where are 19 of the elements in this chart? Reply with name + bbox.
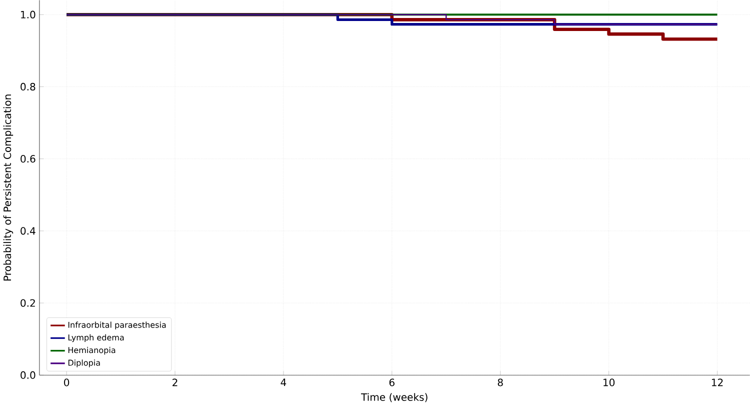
legend-label: Infraorbital paraesthesia (68, 321, 166, 330)
legend-label: Diplopia (68, 359, 100, 368)
y-axis-title: Probability of Persistent Complication (3, 94, 14, 280)
legend-label: Hemianopia (68, 346, 116, 354)
y-tick-label: 0.6 (20, 154, 36, 162)
y-tick-label: 1.0 (21, 10, 36, 18)
x-tick-label: 6 (389, 378, 394, 386)
x-axis-title: Time (weeks) (361, 392, 428, 402)
y-tick-label: 0.0 (20, 371, 36, 379)
x-tick-label: 10 (604, 378, 615, 386)
x-tick-label: 12 (712, 378, 723, 386)
x-tick-label: 4 (280, 378, 286, 386)
y-tick-label: 0.4 (20, 226, 36, 234)
y-tick-label: 0.2 (20, 298, 35, 307)
x-tick-label: 8 (498, 378, 503, 386)
x-tick-label: 2 (172, 378, 178, 386)
legend-label: Lymph edema (68, 334, 124, 342)
y-tick-label: 0.8 (20, 82, 36, 90)
x-tick-label: 0 (64, 378, 70, 386)
